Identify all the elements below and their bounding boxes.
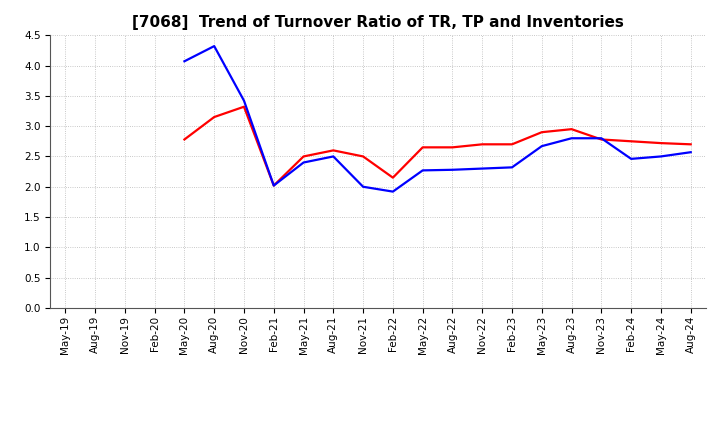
Trade Receivables <box>300 154 308 159</box>
Trade Receivables <box>508 142 516 147</box>
Trade Payables <box>538 143 546 149</box>
Trade Payables <box>269 183 278 188</box>
Trade Payables <box>508 165 516 170</box>
Trade Receivables <box>597 137 606 142</box>
Trade Payables <box>418 168 427 173</box>
Trade Payables <box>180 59 189 64</box>
Trade Receivables <box>478 142 487 147</box>
Trade Receivables <box>359 154 367 159</box>
Trade Payables <box>359 184 367 189</box>
Trade Receivables <box>686 142 695 147</box>
Trade Receivables <box>567 127 576 132</box>
Trade Receivables <box>448 145 456 150</box>
Trade Receivables <box>269 183 278 188</box>
Trade Payables <box>389 189 397 194</box>
Trade Payables <box>597 136 606 141</box>
Trade Receivables <box>240 104 248 110</box>
Trade Payables <box>686 150 695 155</box>
Trade Receivables <box>210 114 219 120</box>
Trade Receivables <box>627 139 636 144</box>
Trade Payables <box>478 166 487 171</box>
Trade Payables <box>448 167 456 172</box>
Trade Receivables <box>389 175 397 180</box>
Trade Receivables <box>180 137 189 142</box>
Trade Payables <box>567 136 576 141</box>
Line: Trade Receivables: Trade Receivables <box>184 107 690 186</box>
Line: Trade Payables: Trade Payables <box>184 46 690 191</box>
Title: [7068]  Trend of Turnover Ratio of TR, TP and Inventories: [7068] Trend of Turnover Ratio of TR, TP… <box>132 15 624 30</box>
Trade Payables <box>657 154 665 159</box>
Trade Receivables <box>418 145 427 150</box>
Trade Payables <box>240 98 248 103</box>
Trade Receivables <box>657 140 665 146</box>
Trade Payables <box>329 154 338 159</box>
Trade Receivables <box>538 129 546 135</box>
Trade Receivables <box>329 148 338 153</box>
Trade Payables <box>627 156 636 161</box>
Trade Payables <box>300 160 308 165</box>
Trade Payables <box>210 44 219 49</box>
